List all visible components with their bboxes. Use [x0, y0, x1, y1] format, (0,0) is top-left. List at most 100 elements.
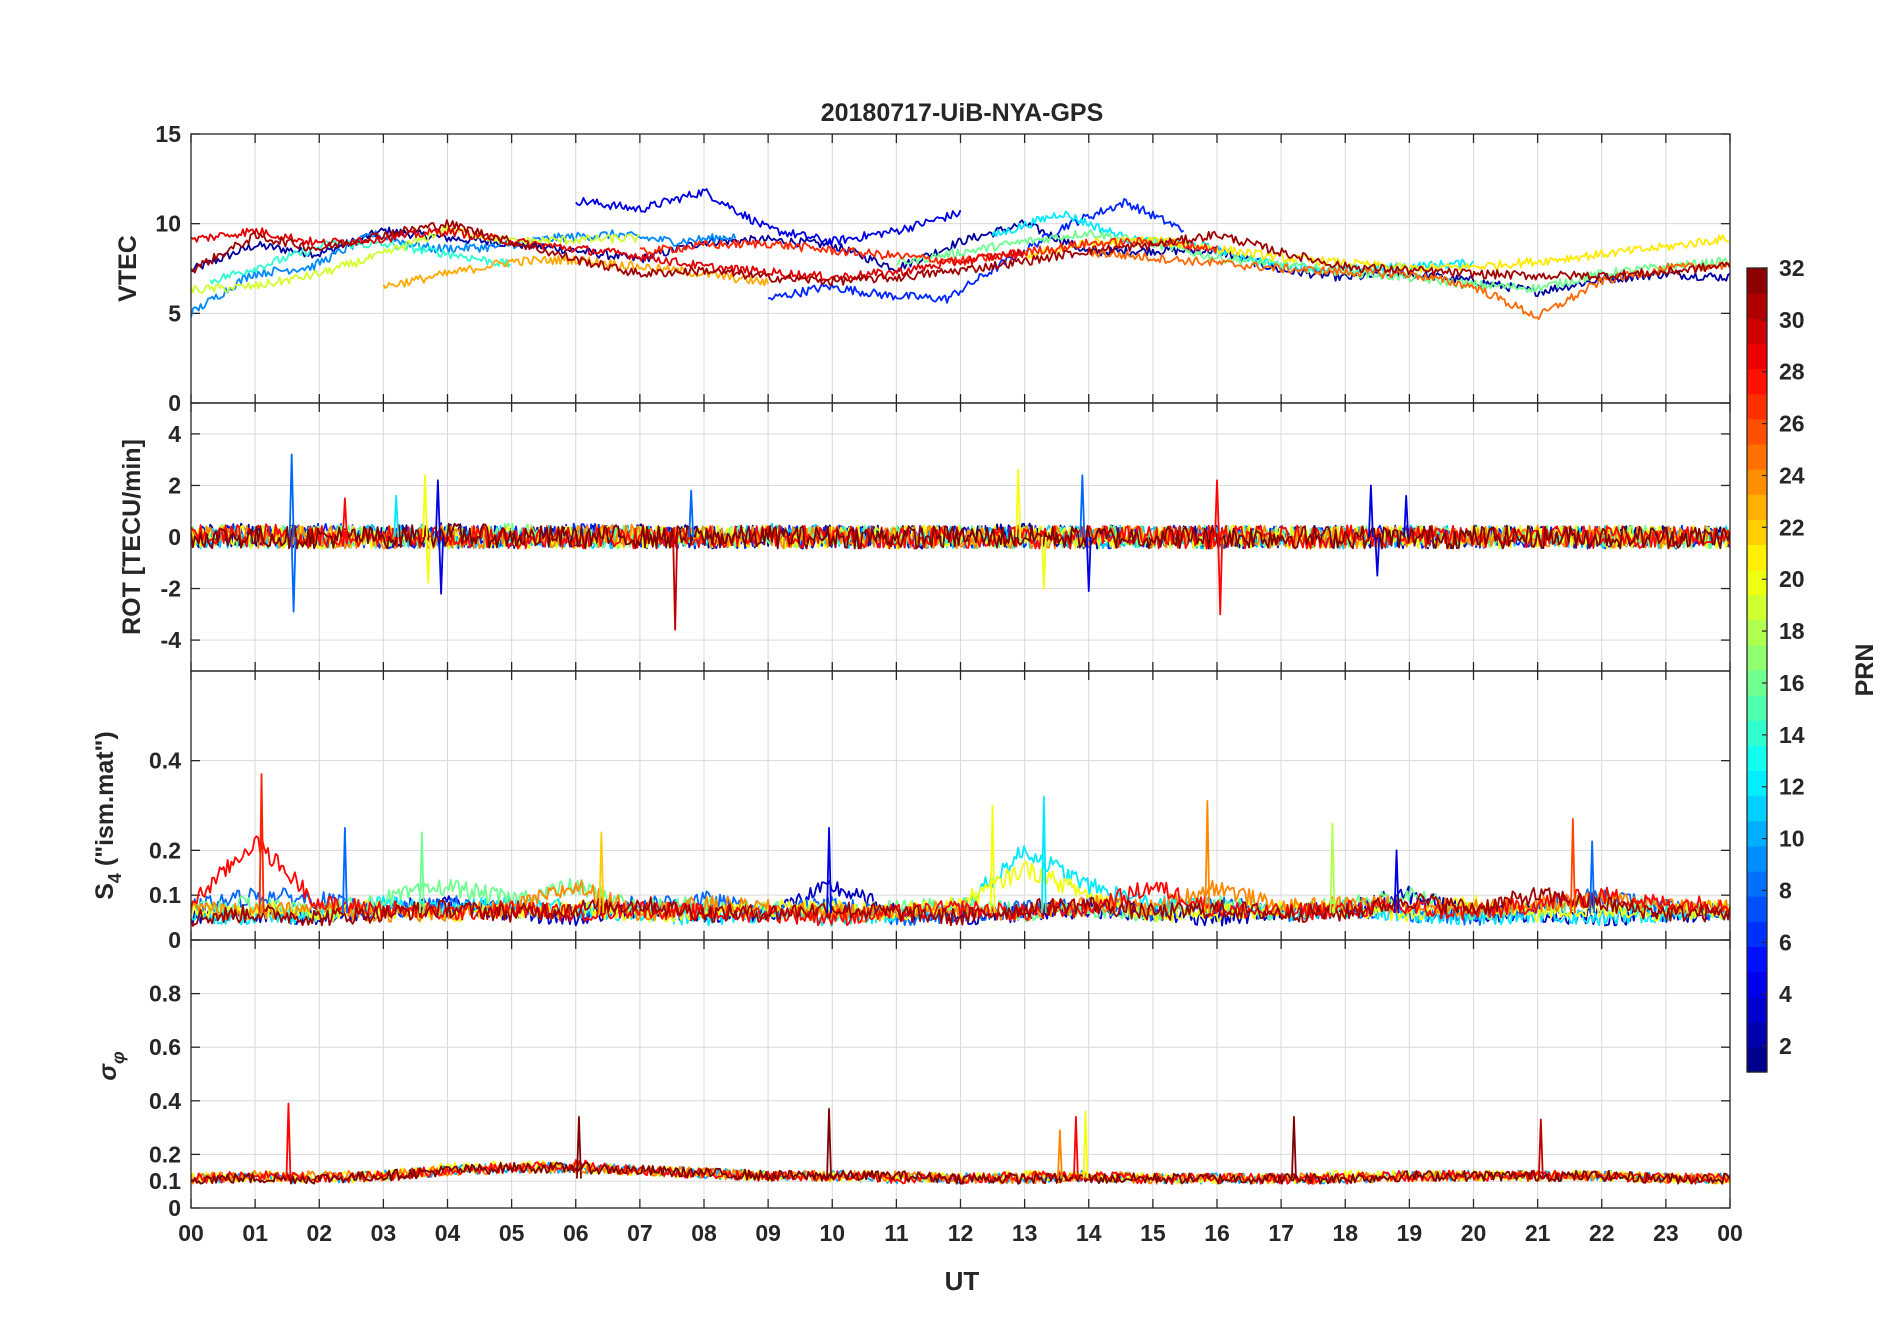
y-tick-label: -4 — [161, 627, 182, 653]
colorbar-tick-label: 20 — [1779, 566, 1805, 592]
y-tick-label: 0 — [168, 1195, 181, 1221]
y-tick-label: 0 — [168, 390, 181, 416]
y-tick-label: 0.6 — [149, 1034, 181, 1060]
x-tick-label: 10 — [819, 1220, 845, 1246]
y-label-s: S — [91, 883, 119, 900]
x-tick-label: 07 — [627, 1220, 653, 1246]
colorbar-segment — [1747, 494, 1767, 520]
colorbar-segment — [1747, 569, 1767, 596]
y-tick-label: 15 — [155, 121, 181, 147]
spike-prn-24 — [1056, 1129, 1063, 1179]
x-tick-label: 09 — [755, 1220, 781, 1246]
spike-prn-4 — [1085, 536, 1092, 593]
x-tick-label: 11 — [884, 1220, 909, 1246]
y-tick-label: -2 — [161, 576, 181, 602]
colorbar-segment — [1747, 845, 1767, 872]
y-tick-label: 2 — [168, 472, 181, 498]
colorbar-tick-label: 4 — [1779, 981, 1792, 1007]
x-tick-label: 16 — [1204, 1220, 1230, 1246]
colorbar-segment — [1747, 896, 1767, 922]
spike-prn-30 — [1537, 1118, 1544, 1179]
colorbar-segment — [1747, 544, 1767, 571]
spike-prn-20 — [422, 474, 428, 538]
trace-prn-32 — [191, 1161, 1730, 1185]
spike-prn-8 — [288, 453, 295, 538]
x-tick-label: 00 — [1717, 1220, 1743, 1246]
y-tick-label: 0.1 — [149, 1168, 181, 1194]
panel-sigma-phi: 00.10.2 0.4 0.6 0.8 σφ — [94, 939, 1731, 1221]
y-label-subscript: φ — [108, 1051, 128, 1064]
y-tick-label: 10 — [155, 211, 181, 237]
colorbar-tick-label: 12 — [1779, 774, 1805, 800]
spike-prn-32 — [826, 1107, 832, 1179]
spike-prn-20 — [1082, 1110, 1089, 1179]
x-tick-label: 06 — [563, 1220, 589, 1246]
spike-prn-16 — [418, 831, 425, 914]
y-tick-label: 0 — [168, 524, 181, 550]
spike-prn-22 — [598, 831, 605, 914]
x-tick-label: 04 — [435, 1220, 461, 1246]
colorbar-segment — [1747, 670, 1767, 696]
spike-prn-27 — [258, 773, 265, 914]
x-tick-label: 20 — [1461, 1220, 1487, 1246]
panel-s4: 0 0.1 0.2 0.4 S4 ("ism.mat") — [91, 670, 1731, 953]
colorbar-segment — [1747, 770, 1767, 797]
spike-prn-8 — [688, 489, 695, 538]
trace-prn-2 — [191, 219, 1730, 298]
colorbar-segment — [1747, 644, 1767, 671]
colorbar-tick-label: 32 — [1779, 255, 1805, 281]
colorbar-segment — [1747, 268, 1767, 294]
spike-prn-4 — [438, 536, 444, 595]
spike-prn-4 — [434, 479, 441, 538]
trace-prn-9 — [191, 229, 737, 318]
colorbar-segment — [1747, 293, 1767, 319]
trace-prn-14 — [209, 239, 512, 285]
y-tick-label: 0.4 — [149, 1088, 181, 1114]
x-tick-label: 05 — [499, 1220, 525, 1246]
colorbar-tick-label: 22 — [1779, 514, 1805, 540]
colorbar-tick-label: 14 — [1779, 722, 1805, 748]
colorbar-tick-label: 24 — [1779, 462, 1805, 488]
y-tick-label: 4 — [168, 421, 181, 447]
trace-prn-21 — [1024, 234, 1729, 274]
y-axis-label: ROT [TECU/min] — [118, 439, 146, 635]
spike-prn-32 — [1291, 1115, 1297, 1179]
spike-prn-28 — [1073, 1115, 1079, 1179]
spike-prn-18 — [1329, 822, 1336, 914]
spike-prn-20 — [989, 804, 996, 914]
spike-prn-8 — [290, 536, 297, 613]
y-tick-label: 0.2 — [149, 1141, 181, 1167]
colorbar-segment — [1747, 996, 1767, 1023]
x-tick-label: 08 — [691, 1220, 717, 1246]
colorbar-segment — [1747, 695, 1767, 721]
colorbar-segment — [1747, 393, 1767, 420]
colorbar-tick-label: 6 — [1779, 929, 1792, 955]
colorbar-tick-label: 30 — [1779, 307, 1805, 333]
x-tick-label: 21 — [1525, 1220, 1551, 1246]
spike-prn-26 — [1569, 818, 1576, 914]
trace-prn-31 — [191, 887, 1730, 927]
colorbar-tick-label: 18 — [1779, 618, 1805, 644]
spike-prn-28 — [285, 1102, 292, 1179]
y-axis-label: VTEC — [114, 235, 142, 302]
x-tick-label: 02 — [306, 1220, 332, 1246]
colorbar-segment — [1747, 921, 1767, 947]
colorbar-tick-label: 26 — [1779, 411, 1805, 437]
y-axis-label: S4 ("ism.mat") — [91, 731, 125, 900]
spike-prn-20 — [1015, 469, 1022, 538]
x-tick-label: 23 — [1653, 1220, 1679, 1246]
trace-prn-4 — [575, 188, 962, 246]
panel-traces — [191, 773, 1730, 928]
y-tick-label: 0 — [168, 927, 181, 953]
y-label-rest: ("ism.mat") — [91, 731, 119, 873]
trace-prn-31 — [191, 219, 1730, 286]
colorbar-segment — [1747, 519, 1767, 545]
spike-prn-28 — [342, 497, 348, 538]
colorbar-segment — [1747, 443, 1767, 470]
spike-prn-28 — [1214, 479, 1220, 538]
y-tick-label: 0.8 — [149, 981, 181, 1007]
spike-prn-4 — [1393, 849, 1400, 914]
colorbar-segment — [1747, 795, 1767, 822]
